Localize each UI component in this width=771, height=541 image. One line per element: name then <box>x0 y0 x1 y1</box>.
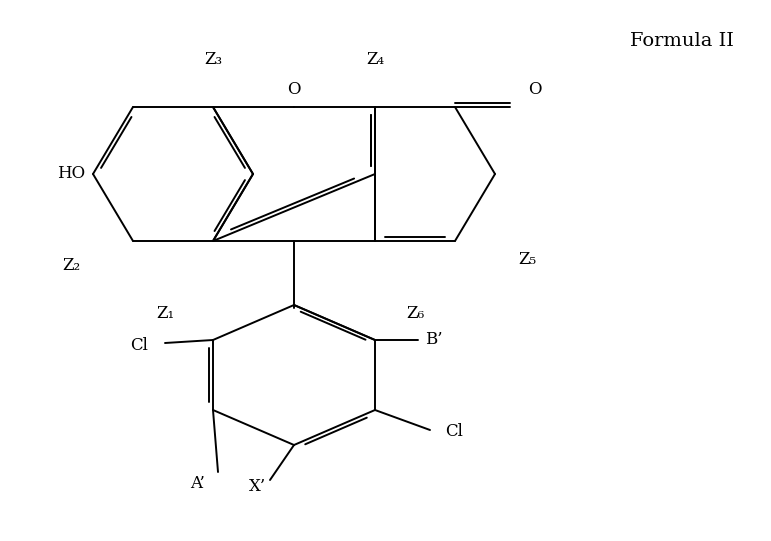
Text: Z₄: Z₄ <box>366 51 384 68</box>
Text: Cl: Cl <box>130 337 148 353</box>
Text: Formula II: Formula II <box>630 32 734 50</box>
Text: O: O <box>288 81 301 97</box>
Text: Z₃: Z₃ <box>204 51 222 68</box>
Text: B’: B’ <box>425 332 443 348</box>
Text: Z₁: Z₁ <box>156 305 174 322</box>
Text: Z₅: Z₅ <box>518 252 536 268</box>
Text: X’: X’ <box>249 478 267 495</box>
Text: Z₂: Z₂ <box>62 256 80 274</box>
Text: Cl: Cl <box>445 424 463 440</box>
Text: HO: HO <box>57 166 85 182</box>
Text: Z₆: Z₆ <box>406 305 424 322</box>
Text: O: O <box>528 81 542 97</box>
Text: A’: A’ <box>190 475 205 492</box>
